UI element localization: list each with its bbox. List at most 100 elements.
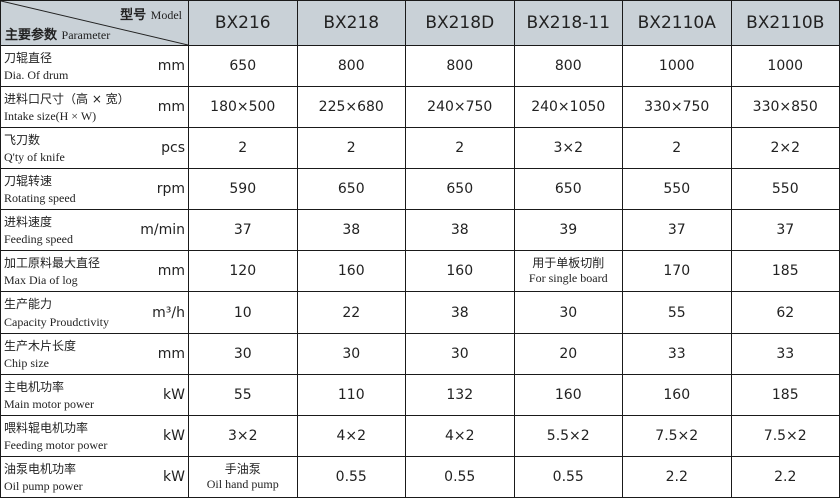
model-header: BX218-11 [513, 0, 623, 46]
unit-label: rpm [156, 181, 185, 198]
value-cell: 650 [188, 44, 298, 88]
value-cell: 2 [188, 127, 298, 170]
model-header: BX2110A [622, 0, 732, 46]
param-name-en: Oil pump power [4, 479, 83, 493]
parameter-cell: 生产能力 Capacity Proudctivity m³/h [0, 291, 189, 334]
unit-label: m³/h [152, 304, 185, 321]
table-row: 进料口尺寸（高 × 宽） Intake size(H × W) mm 180×500 2… [0, 86, 840, 129]
value-cell: 38 [405, 209, 515, 252]
model-label-en: Model [150, 8, 182, 22]
unit-label: kW [163, 427, 185, 444]
param-name-zh: 飞刀数 [4, 133, 41, 148]
value-cell: 30 [405, 332, 515, 375]
value-cell: 800 [296, 44, 406, 88]
value-cell: 2.2 [730, 455, 840, 498]
unit-label: mm [157, 99, 185, 116]
value-cell: 550 [730, 168, 840, 211]
parameter-cell: 刀辊转速 Rotating speed rpm [0, 168, 189, 211]
value-cell: 800 [405, 44, 515, 88]
param-name-zh: 刀辊转速 [4, 174, 53, 189]
value-cell: 39 [513, 209, 623, 252]
value-cell: 38 [296, 209, 406, 252]
param-label-en: Parameter [61, 28, 111, 42]
param-name-en: Dia. Of drum [4, 68, 69, 83]
table-row: 刀辊直径 Dia. Of drum mm 650 800 800 800 1000 1000 [0, 44, 840, 88]
value-cell: 55 [622, 291, 732, 334]
parameter-cell: 生产木片长度 Chip size mm [0, 332, 189, 375]
value-cell: 2 [296, 127, 406, 170]
value-cell: 5.5×2 [513, 414, 623, 457]
param-name-zh: 进料速度 [4, 215, 53, 230]
value-cell: 62 [730, 291, 840, 334]
parameter-cell: 进料速度 Feeding speed m/min [0, 209, 189, 252]
value-cell: 3×2 [513, 127, 623, 170]
param-name-en: Main motor power [4, 396, 94, 411]
table-row: 喂料辊电机功率 Feeding motor power kW 3×2 4×2 4×2 5.5… [0, 414, 840, 457]
value-cell: 2×2 [730, 127, 840, 170]
table-row: 主电机功率 Main motor power kW 55 110 132 160 160 185 [0, 373, 840, 416]
param-name-zh: 加工原料最大直径 [4, 256, 101, 271]
value-cell: 7.5×2 [622, 414, 732, 457]
value-cell: 170 [622, 250, 732, 293]
value-cell: 160 [513, 373, 623, 416]
value-cell: 650 [405, 168, 515, 211]
value-cell: 4×2 [405, 414, 515, 457]
param-name-en: Feeding speed [4, 232, 73, 247]
table-row: 加工原料最大直径 Max Dia of log mm 120 160 160 用于单板切削 F… [0, 250, 840, 293]
value-cell: 590 [188, 168, 298, 211]
value-cell: 110 [296, 373, 406, 416]
value-cell: 240×750 [405, 86, 515, 129]
value-cell: 180×500 [188, 86, 298, 129]
param-name-zh: 油泵电机功率 [4, 461, 77, 476]
value-cell: 1000 [730, 44, 840, 88]
param-name-zh: 进料口尺寸（高 × 宽） [4, 92, 130, 107]
param-name-en: Chip size [4, 355, 49, 370]
param-name-en: Capacity Proudctivity [4, 314, 109, 329]
param-name-en: Feeding motor power [4, 437, 108, 452]
parameter-cell: 刀辊直径 Dia. Of drum mm [0, 44, 189, 88]
value-cell: 22 [296, 291, 406, 334]
value-cell: 33 [622, 332, 732, 375]
param-name-en: Max Dia of log [4, 273, 78, 288]
unit-label: mm [157, 263, 185, 280]
table-row: 油泵电机功率 Oil pump power kW 手油泵 Oil hand pump 0.… [0, 455, 840, 498]
table-row: 刀辊转速 Rotating speed rpm 590 650 650 650 550 550 [0, 168, 840, 211]
param-name-zh: 生产能力 [4, 297, 53, 312]
unit-label: kW [163, 386, 185, 403]
value-cell: 160 [622, 373, 732, 416]
value-en: Oil hand pump [206, 476, 279, 491]
value-cell: 手油泵 Oil hand pump [188, 455, 298, 498]
value-cell: 37 [188, 209, 298, 252]
value-cell: 37 [730, 209, 840, 252]
value-cell: 7.5×2 [730, 414, 840, 457]
value-cell: 20 [513, 332, 623, 375]
unit-label: m/min [140, 222, 185, 239]
value-zh: 手油泵 [224, 461, 261, 476]
param-name-zh: 主电机功率 [4, 379, 65, 394]
value-cell: 4×2 [296, 414, 406, 457]
value-cell: 1000 [622, 44, 732, 88]
table-row: 飞刀数 Q'ty of knife pcs 2 2 2 3×2 2 2×2 [0, 127, 840, 170]
param-name-en: Rotating speed [4, 191, 76, 206]
unit-label: mm [157, 345, 185, 362]
table-row: 生产木片长度 Chip size mm 30 30 30 20 33 33 [0, 332, 840, 375]
table-row: 进料速度 Feeding speed m/min 37 38 38 39 37 37 [0, 209, 840, 252]
value-cell: 330×850 [730, 86, 840, 129]
value-cell: 37 [622, 209, 732, 252]
parameter-cell: 进料口尺寸（高 × 宽） Intake size(H × W) mm [0, 86, 189, 129]
value-cell: 800 [513, 44, 623, 88]
value-cell: 225×680 [296, 86, 406, 129]
model-label-zh: 型号 [120, 8, 147, 23]
value-cell: 0.55 [513, 455, 623, 498]
value-cell: 0.55 [296, 455, 406, 498]
value-cell: 30 [188, 332, 298, 375]
value-cell: 2 [405, 127, 515, 170]
value-cell: 160 [405, 250, 515, 293]
value-zh: 用于单板切削 [532, 256, 605, 271]
model-header: BX218D [405, 0, 515, 46]
unit-label: pcs [161, 140, 185, 157]
value-cell: 2 [622, 127, 732, 170]
value-cell: 550 [622, 168, 732, 211]
param-name-en: Intake size(H × W) [4, 109, 97, 124]
